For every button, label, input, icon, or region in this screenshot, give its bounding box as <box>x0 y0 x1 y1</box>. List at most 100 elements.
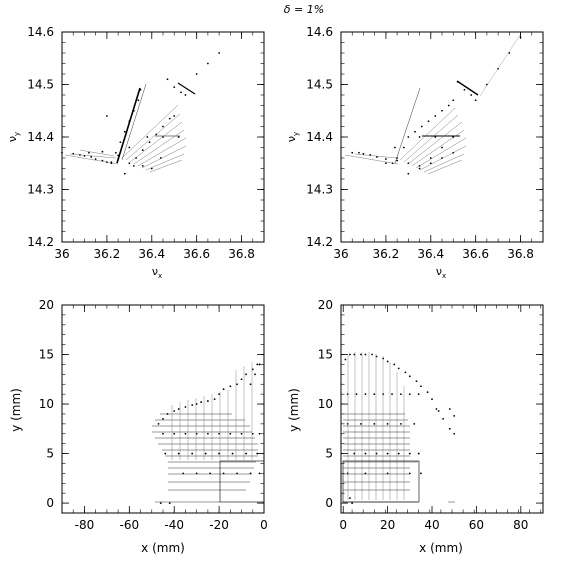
data-point <box>382 393 385 396</box>
x-tick-label: 60 <box>469 518 484 532</box>
fan-lines <box>64 104 187 173</box>
data-point <box>447 104 450 107</box>
data-point <box>441 109 443 112</box>
x-tick-label: -60 <box>120 518 140 532</box>
data-point <box>141 164 144 167</box>
data-point <box>101 150 104 153</box>
data-point <box>168 117 171 120</box>
region-box <box>219 460 265 503</box>
data-point <box>408 375 411 378</box>
data-point <box>463 88 466 91</box>
y-tick-label: 0 <box>46 496 54 510</box>
data-point <box>348 497 351 500</box>
data-point <box>206 400 209 402</box>
data-point <box>173 432 176 435</box>
data-point <box>162 432 164 435</box>
data-point <box>400 393 402 396</box>
x-tick-label: 36 <box>333 247 348 261</box>
data-point <box>177 452 180 455</box>
data-point <box>258 432 261 435</box>
data-point <box>251 432 254 435</box>
data-point <box>195 73 198 75</box>
data-point <box>402 146 405 149</box>
data-point <box>157 422 160 425</box>
diagonal-streak-faint <box>394 87 421 164</box>
data-point <box>218 52 221 54</box>
structure-overlay <box>342 352 455 503</box>
data-point <box>173 115 176 117</box>
data-point <box>218 432 221 435</box>
data-point <box>258 363 261 366</box>
data-point <box>382 357 385 360</box>
y-tick-label: 14.4 <box>27 130 54 144</box>
data-point <box>355 393 358 396</box>
fan-lines <box>344 107 467 175</box>
data-point <box>177 136 180 138</box>
x-tick-label: 36.6 <box>462 247 489 261</box>
data-point <box>353 353 356 356</box>
data-point <box>408 452 411 455</box>
x-tick-label: 36.4 <box>138 247 165 261</box>
y-tick-label: 10 <box>39 397 54 411</box>
diagonal-streak-faint <box>121 83 147 161</box>
data-point <box>386 452 389 455</box>
data-point <box>128 146 131 149</box>
y-tick-label: 5 <box>46 447 54 461</box>
data-point <box>404 371 407 374</box>
data-point <box>254 373 256 376</box>
panel-bottom-left: -80 -60 -40 -20 0 0 5 10 15 20 <box>9 298 268 555</box>
data-point <box>184 432 187 435</box>
plot-frame <box>340 304 544 514</box>
data-point <box>101 159 104 162</box>
data-point <box>417 393 420 396</box>
data-point <box>417 452 420 455</box>
faint-diagonal <box>479 34 521 97</box>
data-point <box>123 130 126 133</box>
x-tick-label: 36.8 <box>507 247 534 261</box>
data-point <box>435 408 438 410</box>
short-streak <box>177 82 196 95</box>
diagonal-streak <box>116 87 141 164</box>
data-point <box>195 432 198 435</box>
data-point <box>191 452 194 455</box>
x-tick-label: 0 <box>339 518 347 532</box>
y-tick-label: 14.4 <box>306 130 333 144</box>
axis-ticks: 36 36.2 36.4 36.6 36.8 14.2 14.3 14.4 14.5 14.6 <box>27 25 265 261</box>
x-tick-label: -80 <box>75 518 95 532</box>
data-point <box>245 452 247 455</box>
y-tick-label: 0 <box>325 496 333 510</box>
x-axis-label: x (mm) <box>141 541 185 555</box>
data-point <box>420 385 422 388</box>
x-tick-label: 20 <box>380 518 395 532</box>
y-tick-label: 15 <box>39 348 54 362</box>
data-point <box>173 86 176 89</box>
data-point <box>413 422 416 425</box>
data-point <box>251 368 254 371</box>
data-point <box>229 432 232 435</box>
data-point <box>358 151 360 154</box>
y-axis-label: y (mm) <box>287 388 301 432</box>
data-point <box>434 136 437 138</box>
region-box <box>342 460 420 503</box>
data-point <box>258 472 261 475</box>
data-point <box>431 398 433 400</box>
data-point <box>128 162 131 165</box>
data-point <box>206 62 209 65</box>
x-axis-label: x (mm) <box>419 541 463 555</box>
data-point <box>240 378 243 381</box>
y-tick-label: 20 <box>39 298 54 312</box>
data-point <box>519 36 522 39</box>
y-axis-label: νy <box>6 132 21 142</box>
data-point <box>441 146 443 149</box>
data-point <box>420 125 423 128</box>
data-point <box>146 136 149 138</box>
horizontal-hatching <box>343 413 455 503</box>
y-tick-label: 14.5 <box>27 78 54 92</box>
x-tick-label: 36.2 <box>94 247 121 261</box>
data-point <box>384 158 387 160</box>
data-point <box>148 141 151 144</box>
data-point <box>61 151 63 154</box>
data-point <box>429 157 432 159</box>
y-axis-label: y (mm) <box>9 388 23 432</box>
